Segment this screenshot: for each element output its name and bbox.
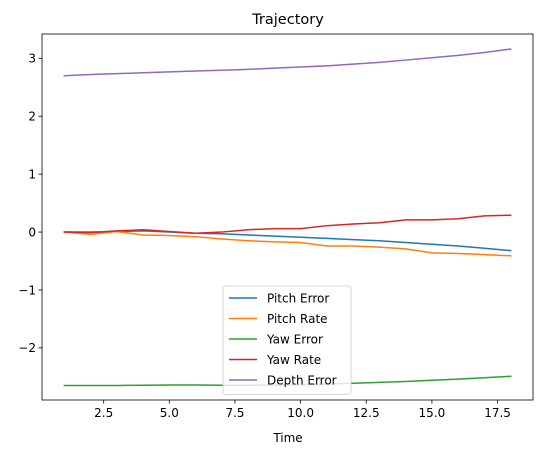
legend: Pitch Error Pitch Rate Yaw Error Yaw Rate De…	[222, 285, 352, 395]
y-tick-label: 0	[28, 225, 36, 239]
x-tick-label: 5.0	[160, 406, 179, 420]
x-tick-label: 7.5	[225, 406, 244, 420]
y-tick-label: 2	[28, 110, 36, 124]
y-tick-label: 3	[28, 52, 36, 66]
legend-label-pitch-error: Pitch Error	[267, 291, 329, 305]
series-line-pitch-rate	[63, 230, 512, 257]
x-axis-label: Time	[272, 431, 302, 445]
x-tick-label: 17.5	[484, 406, 511, 420]
series-line-yaw-rate	[63, 214, 512, 234]
x-tick-label: 2.5	[94, 406, 113, 420]
y-axis: −2 −1 0 1 2 3	[18, 52, 42, 355]
legend-label-depth-error: Depth Error	[267, 373, 337, 387]
axes-frame	[41, 33, 534, 401]
x-tick-label: 12.5	[353, 406, 380, 420]
legend-label-pitch-rate: Pitch Rate	[267, 312, 328, 326]
x-tick-label: 10.0	[287, 406, 314, 420]
legend-label-yaw-rate: Yaw Rate	[266, 353, 321, 367]
x-axis: 2.5 5.0 7.5 10.0 12.5 15.0 17.5	[94, 400, 511, 420]
series-line-pitch-error	[63, 230, 512, 252]
y-tick-label: −1	[18, 283, 36, 297]
x-tick-label: 15.0	[419, 406, 446, 420]
y-tick-label: −2	[18, 341, 36, 355]
legend-label-yaw-error: Yaw Error	[266, 332, 323, 346]
legend-box	[222, 285, 352, 395]
y-tick-label: 1	[28, 167, 36, 181]
series-line-depth-error	[63, 48, 512, 77]
chart-title: Trajectory	[251, 12, 324, 28]
